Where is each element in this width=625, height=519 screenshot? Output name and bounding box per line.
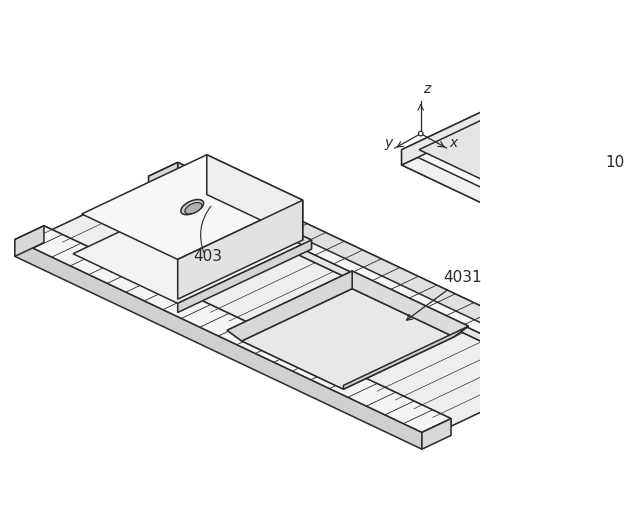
- Text: 10: 10: [605, 155, 624, 170]
- Polygon shape: [503, 157, 573, 205]
- Polygon shape: [402, 124, 591, 213]
- Polygon shape: [177, 240, 311, 312]
- Polygon shape: [15, 240, 422, 449]
- Polygon shape: [44, 184, 556, 426]
- Polygon shape: [556, 355, 585, 386]
- Polygon shape: [402, 108, 489, 165]
- Polygon shape: [149, 179, 585, 386]
- Polygon shape: [149, 176, 556, 377]
- Polygon shape: [207, 155, 302, 240]
- Polygon shape: [419, 117, 573, 189]
- Text: y: y: [384, 136, 392, 151]
- Polygon shape: [149, 162, 585, 369]
- Ellipse shape: [181, 199, 204, 215]
- Polygon shape: [44, 226, 451, 426]
- Text: 4031: 4031: [444, 270, 483, 285]
- Polygon shape: [489, 117, 573, 172]
- Polygon shape: [177, 200, 302, 299]
- Polygon shape: [149, 162, 178, 193]
- Polygon shape: [503, 157, 591, 213]
- Text: x: x: [450, 135, 458, 149]
- Polygon shape: [242, 289, 454, 389]
- Polygon shape: [422, 419, 451, 449]
- Polygon shape: [402, 108, 591, 198]
- Polygon shape: [343, 326, 469, 389]
- Circle shape: [418, 131, 423, 136]
- Polygon shape: [402, 149, 503, 213]
- Polygon shape: [352, 271, 469, 337]
- Polygon shape: [15, 226, 44, 256]
- Ellipse shape: [185, 202, 202, 214]
- Polygon shape: [227, 330, 343, 389]
- Text: z: z: [423, 82, 430, 96]
- Polygon shape: [73, 190, 311, 303]
- Polygon shape: [15, 226, 451, 432]
- Polygon shape: [227, 271, 352, 341]
- Polygon shape: [489, 108, 591, 172]
- Polygon shape: [82, 155, 302, 260]
- Polygon shape: [207, 190, 311, 249]
- Polygon shape: [227, 271, 469, 386]
- Text: 403: 403: [194, 250, 222, 264]
- Polygon shape: [177, 162, 585, 372]
